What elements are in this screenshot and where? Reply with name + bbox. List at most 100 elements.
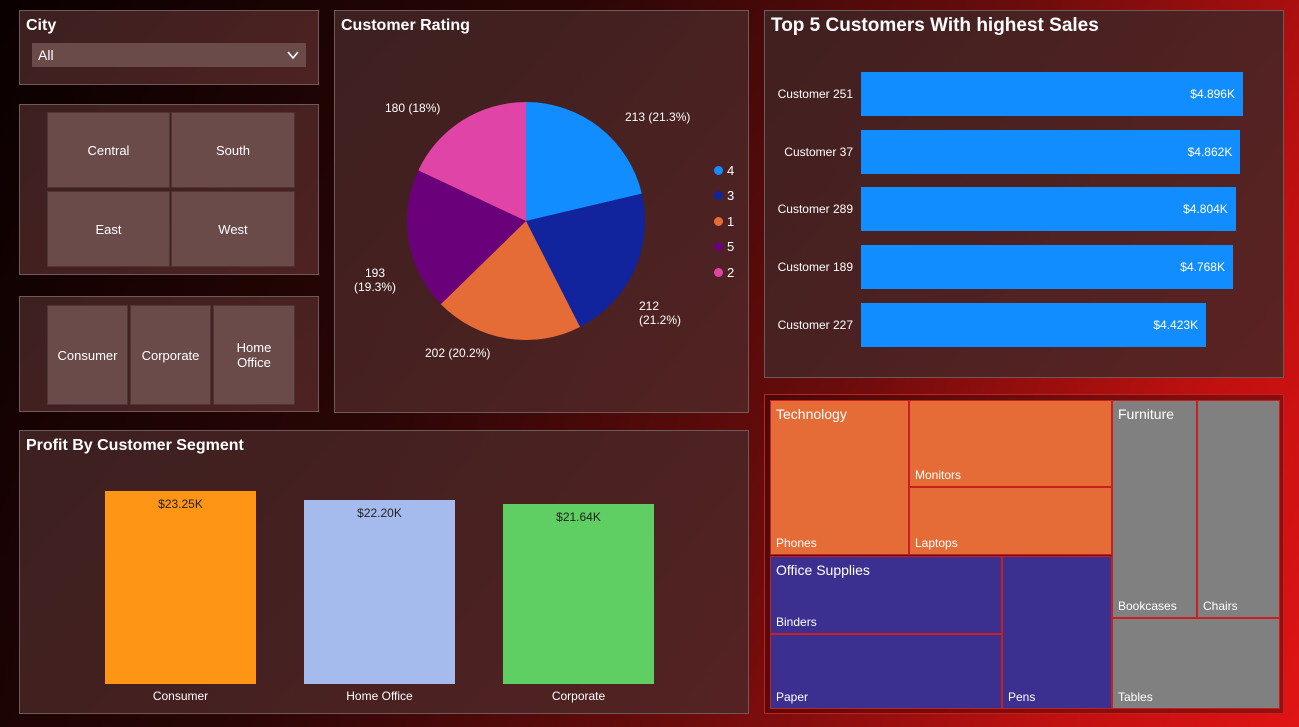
bar-category-label: Corporate (551, 689, 606, 703)
legend-dot (714, 217, 723, 226)
region-tile-west[interactable]: West (171, 191, 295, 267)
pie-slice-2[interactable] (418, 102, 526, 221)
legend-label: 5 (727, 239, 735, 254)
segment-bar[interactable]: $22.20K (304, 499, 455, 684)
bar-value-label: $4.862K (1187, 144, 1233, 159)
treemap-label: Monitors (915, 468, 962, 482)
pie-chart (407, 102, 645, 340)
bar-value-label: $4.423K (1153, 317, 1199, 332)
treemap-group-office-supplies: Office Supplies (776, 562, 870, 578)
bar-row: Customer 289 $4.804K (765, 187, 1285, 232)
city-slicer: City All (19, 10, 319, 85)
region-tile-central[interactable]: Central (47, 112, 170, 188)
treemap-label: Paper (776, 690, 809, 704)
legend-item-4[interactable]: 4 (714, 163, 734, 178)
top-customers-title: Top 5 Customers With highest Sales (771, 15, 1099, 36)
treemap-label: Bookcases (1118, 599, 1177, 613)
bar-category-label: Customer 227 (777, 317, 853, 332)
bar-category-label: Customer 289 (777, 202, 853, 217)
bar-value-label: $23.25K (158, 497, 203, 511)
legend-label: 1 (727, 214, 735, 229)
legend-dot (714, 268, 723, 277)
pie-label-2: 180 (18%) (385, 101, 441, 115)
region-slicer: Central South East West (19, 104, 319, 275)
customer-bar[interactable]: $4.862K (861, 129, 1241, 174)
city-dropdown-value: All (38, 47, 54, 63)
legend-dot (714, 166, 723, 175)
treemap-cell-bookcases[interactable]: Furniture Bookcases (1112, 400, 1197, 618)
legend-item-1[interactable]: 1 (714, 214, 734, 229)
treemap-group-technology: Technology (776, 406, 847, 422)
pie-slice-4[interactable] (526, 102, 642, 221)
bar-value-label: $21.64K (556, 510, 601, 525)
pie-label-4: 213 (21.3%) (625, 110, 691, 124)
top-customers-chart: Top 5 Customers With highest Sales Custo… (764, 10, 1284, 378)
bar-value-label: $4.768K (1180, 260, 1225, 275)
legend-item-2[interactable]: 2 (714, 265, 734, 280)
treemap-cell-tables[interactable]: Tables (1112, 618, 1280, 709)
treemap-label: Chairs (1203, 599, 1238, 613)
bar-row: Customer 189 $4.768K (765, 245, 1285, 290)
segment-slicer: Consumer Corporate Home Office (19, 296, 319, 412)
bar-category-label: Customer 37 (784, 144, 853, 159)
legend-item-3[interactable]: 3 (714, 188, 734, 203)
bar-category-label: Home Office (346, 689, 413, 703)
treemap-label: Binders (776, 615, 817, 629)
bar-value-label: $4.804K (1183, 202, 1228, 217)
profit-segment-title: Profit By Customer Segment (26, 437, 244, 454)
treemap-cell-phones[interactable]: Technology Phones (770, 400, 909, 555)
bar-category-label: Customer 251 (777, 87, 853, 101)
treemap-cell-binders[interactable]: Office Supplies Binders (770, 556, 1002, 634)
treemap-cell-pens[interactable]: Pens (1002, 556, 1112, 709)
top-customers-bars: Customer 251 $4.896K Customer 37 $4.862K Cus… (765, 72, 1285, 362)
segment-bar[interactable]: $23.25K (105, 491, 256, 684)
customer-bar[interactable]: $4.768K (861, 245, 1233, 290)
profit-segment-bars: $23.25K Consumer $22.20K Home Office $21.64K… (20, 431, 750, 715)
treemap-cell-monitors[interactable]: Monitors (909, 400, 1112, 487)
treemap-label: Tables (1118, 690, 1153, 704)
legend-dot (714, 191, 723, 200)
pie-slice-5[interactable] (407, 170, 526, 305)
legend-label: 2 (727, 265, 735, 280)
pie-label-3: 212 (21.2%) (639, 299, 682, 327)
bar-value-label: $22.20K (357, 505, 402, 520)
segment-bar[interactable]: $21.64K (503, 504, 654, 684)
bar-category-label: Consumer (152, 689, 209, 703)
city-dropdown[interactable]: All (32, 43, 306, 67)
bar-value-label: $4.896K (1190, 87, 1235, 101)
treemap-cell-chairs[interactable]: Chairs (1197, 400, 1280, 618)
legend-label: 3 (727, 188, 735, 203)
customer-bar[interactable]: $4.804K (861, 187, 1236, 232)
region-tile-east[interactable]: East (47, 191, 170, 267)
treemap-label: Laptops (915, 536, 958, 550)
segment-tile-corporate[interactable]: Corporate (130, 305, 211, 405)
treemap-cell-paper[interactable]: Paper (770, 634, 1002, 709)
legend-dot (714, 242, 723, 251)
legend-label: 4 (727, 163, 735, 178)
treemap-group-furniture: Furniture (1118, 406, 1175, 422)
bar-row: Customer 251 $4.896K (765, 72, 1285, 116)
pie-slice-1[interactable] (440, 221, 581, 340)
customer-bar[interactable]: $4.423K (861, 302, 1207, 347)
customer-bar[interactable]: $4.896K (861, 72, 1243, 116)
treemap-label: Phones (776, 536, 817, 550)
bar-category-label: Customer 189 (777, 260, 853, 275)
city-slicer-title: City (26, 17, 57, 34)
chevron-down-icon (287, 51, 299, 60)
segment-tile-consumer[interactable]: Consumer (47, 305, 128, 405)
segment-tile-home-office[interactable]: Home Office (213, 305, 295, 405)
pie-slice-3[interactable] (526, 193, 645, 328)
treemap-label: Pens (1008, 690, 1036, 704)
region-tile-south[interactable]: South (171, 112, 295, 188)
customer-rating-chart: Customer Rating 213 (21.3%) 212 (21.2%) … (334, 10, 749, 413)
pie-label-5: 193 (19.3%) (353, 266, 397, 294)
treemap-cell-laptops[interactable]: Laptops (909, 487, 1112, 555)
bar-row: Customer 227 $4.423K (765, 302, 1285, 347)
bar-row: Customer 37 $4.862K (765, 129, 1285, 174)
profit-segment-chart: Profit By Customer Segment $23.25K Consum… (19, 430, 749, 714)
pie-label-1: 202 (20.2%) (425, 346, 491, 360)
category-treemap: Technology Phones Monitors Laptops Offic… (764, 394, 1284, 714)
pie-legend: 4 3 1 5 2 (714, 163, 748, 288)
customer-rating-title: Customer Rating (341, 17, 470, 34)
legend-item-5[interactable]: 5 (714, 239, 734, 254)
